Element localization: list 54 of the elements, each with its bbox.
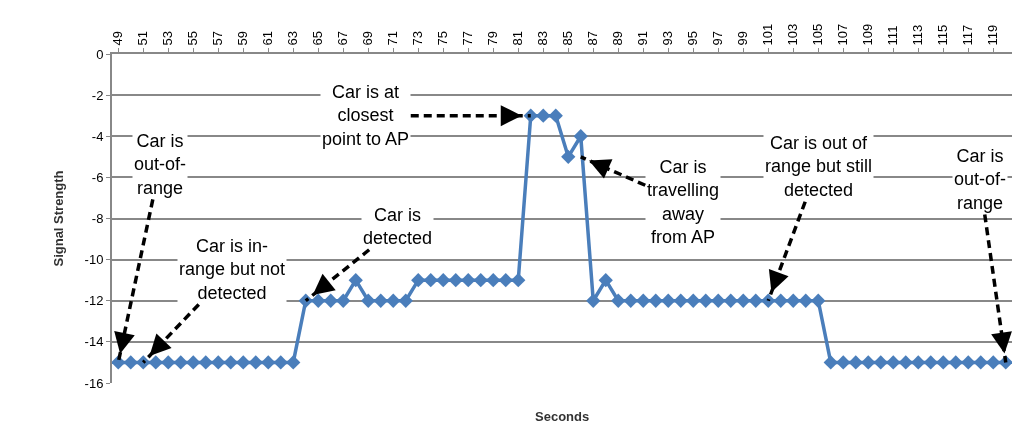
- x-tick-label: 103: [785, 23, 801, 46]
- x-tick-label: 79: [485, 30, 501, 46]
- x-tick-label: 91: [635, 30, 651, 46]
- y-tick-label: -14: [84, 334, 104, 350]
- y-tick-label: -16: [84, 375, 104, 391]
- x-tick-label: 101: [760, 23, 776, 46]
- x-tick-label: 105: [810, 23, 826, 46]
- y-tick-label: -12: [84, 293, 104, 309]
- x-tick-label: 73: [410, 30, 426, 46]
- x-tick-label: 95: [685, 30, 701, 46]
- x-tick-label: 97: [710, 30, 726, 46]
- x-tick-label: 113: [910, 24, 926, 46]
- x-tick-label: 51: [135, 30, 151, 46]
- x-tick-label: 71: [385, 30, 401, 46]
- annotation: Car is at closest point to AP: [322, 82, 410, 149]
- annotation: Car is out-of- range: [954, 146, 1007, 213]
- x-tick-label: 59: [235, 30, 251, 46]
- x-tick-label: 69: [360, 30, 376, 46]
- x-tick-label: 75: [435, 30, 451, 46]
- y-tick-label: -10: [84, 252, 104, 268]
- x-tick-label: 61: [260, 30, 276, 46]
- annotation: Car is detected: [363, 205, 433, 249]
- annotation: Car is in- range but not detected: [179, 236, 286, 303]
- x-tick-label: 93: [660, 30, 676, 46]
- y-tick-label: 0: [96, 46, 104, 62]
- y-tick-label: -6: [91, 169, 104, 185]
- x-tick-label: 77: [460, 30, 476, 46]
- x-tick-label: 99: [735, 30, 751, 46]
- x-tick-label: 87: [585, 30, 601, 46]
- x-tick-label: 107: [835, 23, 851, 46]
- x-tick-label: 55: [185, 30, 201, 46]
- y-axis-title: Signal Strength: [51, 170, 67, 267]
- x-tick-label: 49: [110, 30, 126, 46]
- y-tick-label: -8: [91, 211, 104, 227]
- y-tick-label: -4: [91, 128, 104, 144]
- x-tick-label: 83: [535, 30, 551, 46]
- annotation: Car is travelling away from AP: [647, 157, 720, 248]
- x-tick-label: 115: [935, 24, 951, 46]
- x-tick-label: 53: [160, 30, 176, 46]
- x-tick-label: 89: [610, 30, 626, 46]
- x-tick-label: 57: [210, 30, 226, 46]
- x-tick-label: 111: [885, 25, 901, 46]
- x-axis-title: Seconds: [535, 409, 590, 424]
- y-tick-label: -2: [91, 87, 104, 103]
- annotation: Car is out of range but still detected: [765, 133, 873, 200]
- x-tick-label: 119: [985, 24, 1001, 46]
- annotation: Car is out-of- range: [134, 131, 187, 198]
- x-tick-label: 109: [860, 23, 876, 46]
- x-tick-label: 117: [960, 24, 976, 46]
- x-tick-label: 65: [310, 30, 326, 46]
- x-tick-label: 85: [560, 30, 576, 46]
- x-tick-label: 67: [335, 30, 351, 46]
- x-tick-label: 63: [285, 30, 301, 46]
- x-tick-label: 81: [510, 30, 526, 46]
